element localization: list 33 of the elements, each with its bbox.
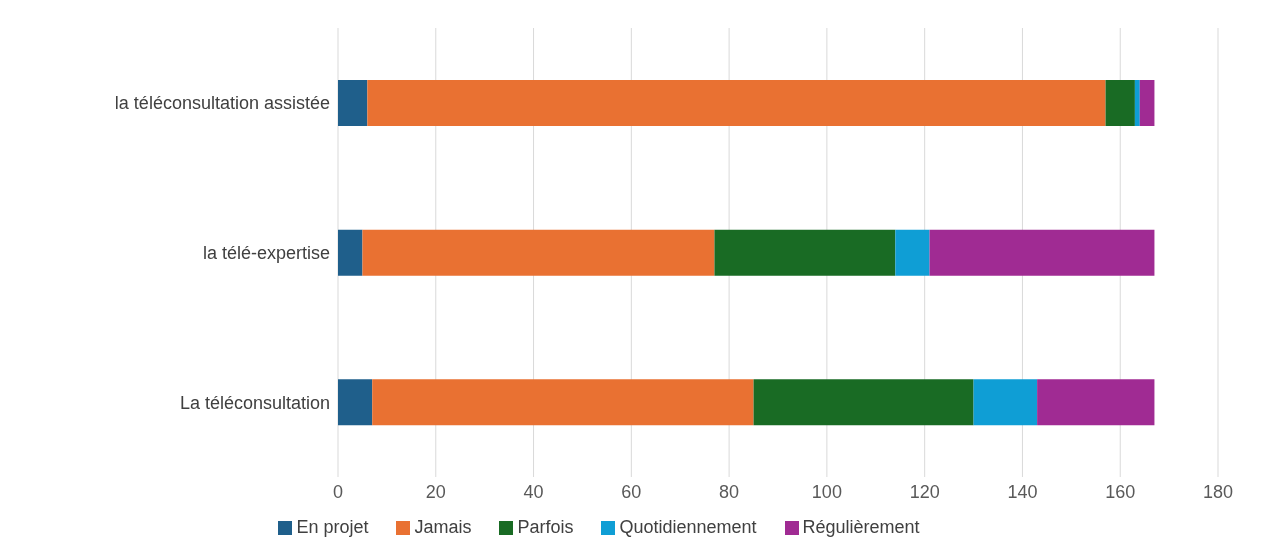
bar [1037,379,1155,426]
bar [367,80,1106,126]
y-tick-label: la téléconsultation assistée [114,93,330,114]
bar [1134,80,1140,126]
bar [362,229,715,276]
legend-label: Parfois [517,517,574,537]
x-tick-label: 180 [1202,481,1234,502]
x-tick-label: 120 [909,481,940,502]
bar [714,229,896,276]
bar [338,229,363,276]
bar [372,379,754,426]
x-tick-label: 0 [332,481,344,502]
bar [973,379,1038,426]
x-tick-label: 60 [621,481,642,502]
legend-label: Jamais [414,517,472,537]
y-tick-label: La téléconsultation [179,392,330,413]
x-tick-label: 140 [1007,481,1038,502]
bar [1105,80,1135,126]
bar [895,229,930,276]
x-tick-label: 40 [523,481,544,502]
legend-label: Régulièrement [802,517,920,537]
bar [338,80,368,126]
bar [929,229,1155,276]
x-tick-label: 100 [811,481,842,502]
y-tick-label: la télé-expertise [202,242,330,263]
x-tick-label: 80 [719,481,740,502]
legend-label: Quotidiennement [619,517,757,537]
bar [753,379,974,426]
x-tick-label: 160 [1105,481,1136,502]
x-tick-label: 20 [425,481,446,502]
bar [338,379,373,426]
bar [1139,80,1155,126]
legend-label: En projet [296,517,369,537]
